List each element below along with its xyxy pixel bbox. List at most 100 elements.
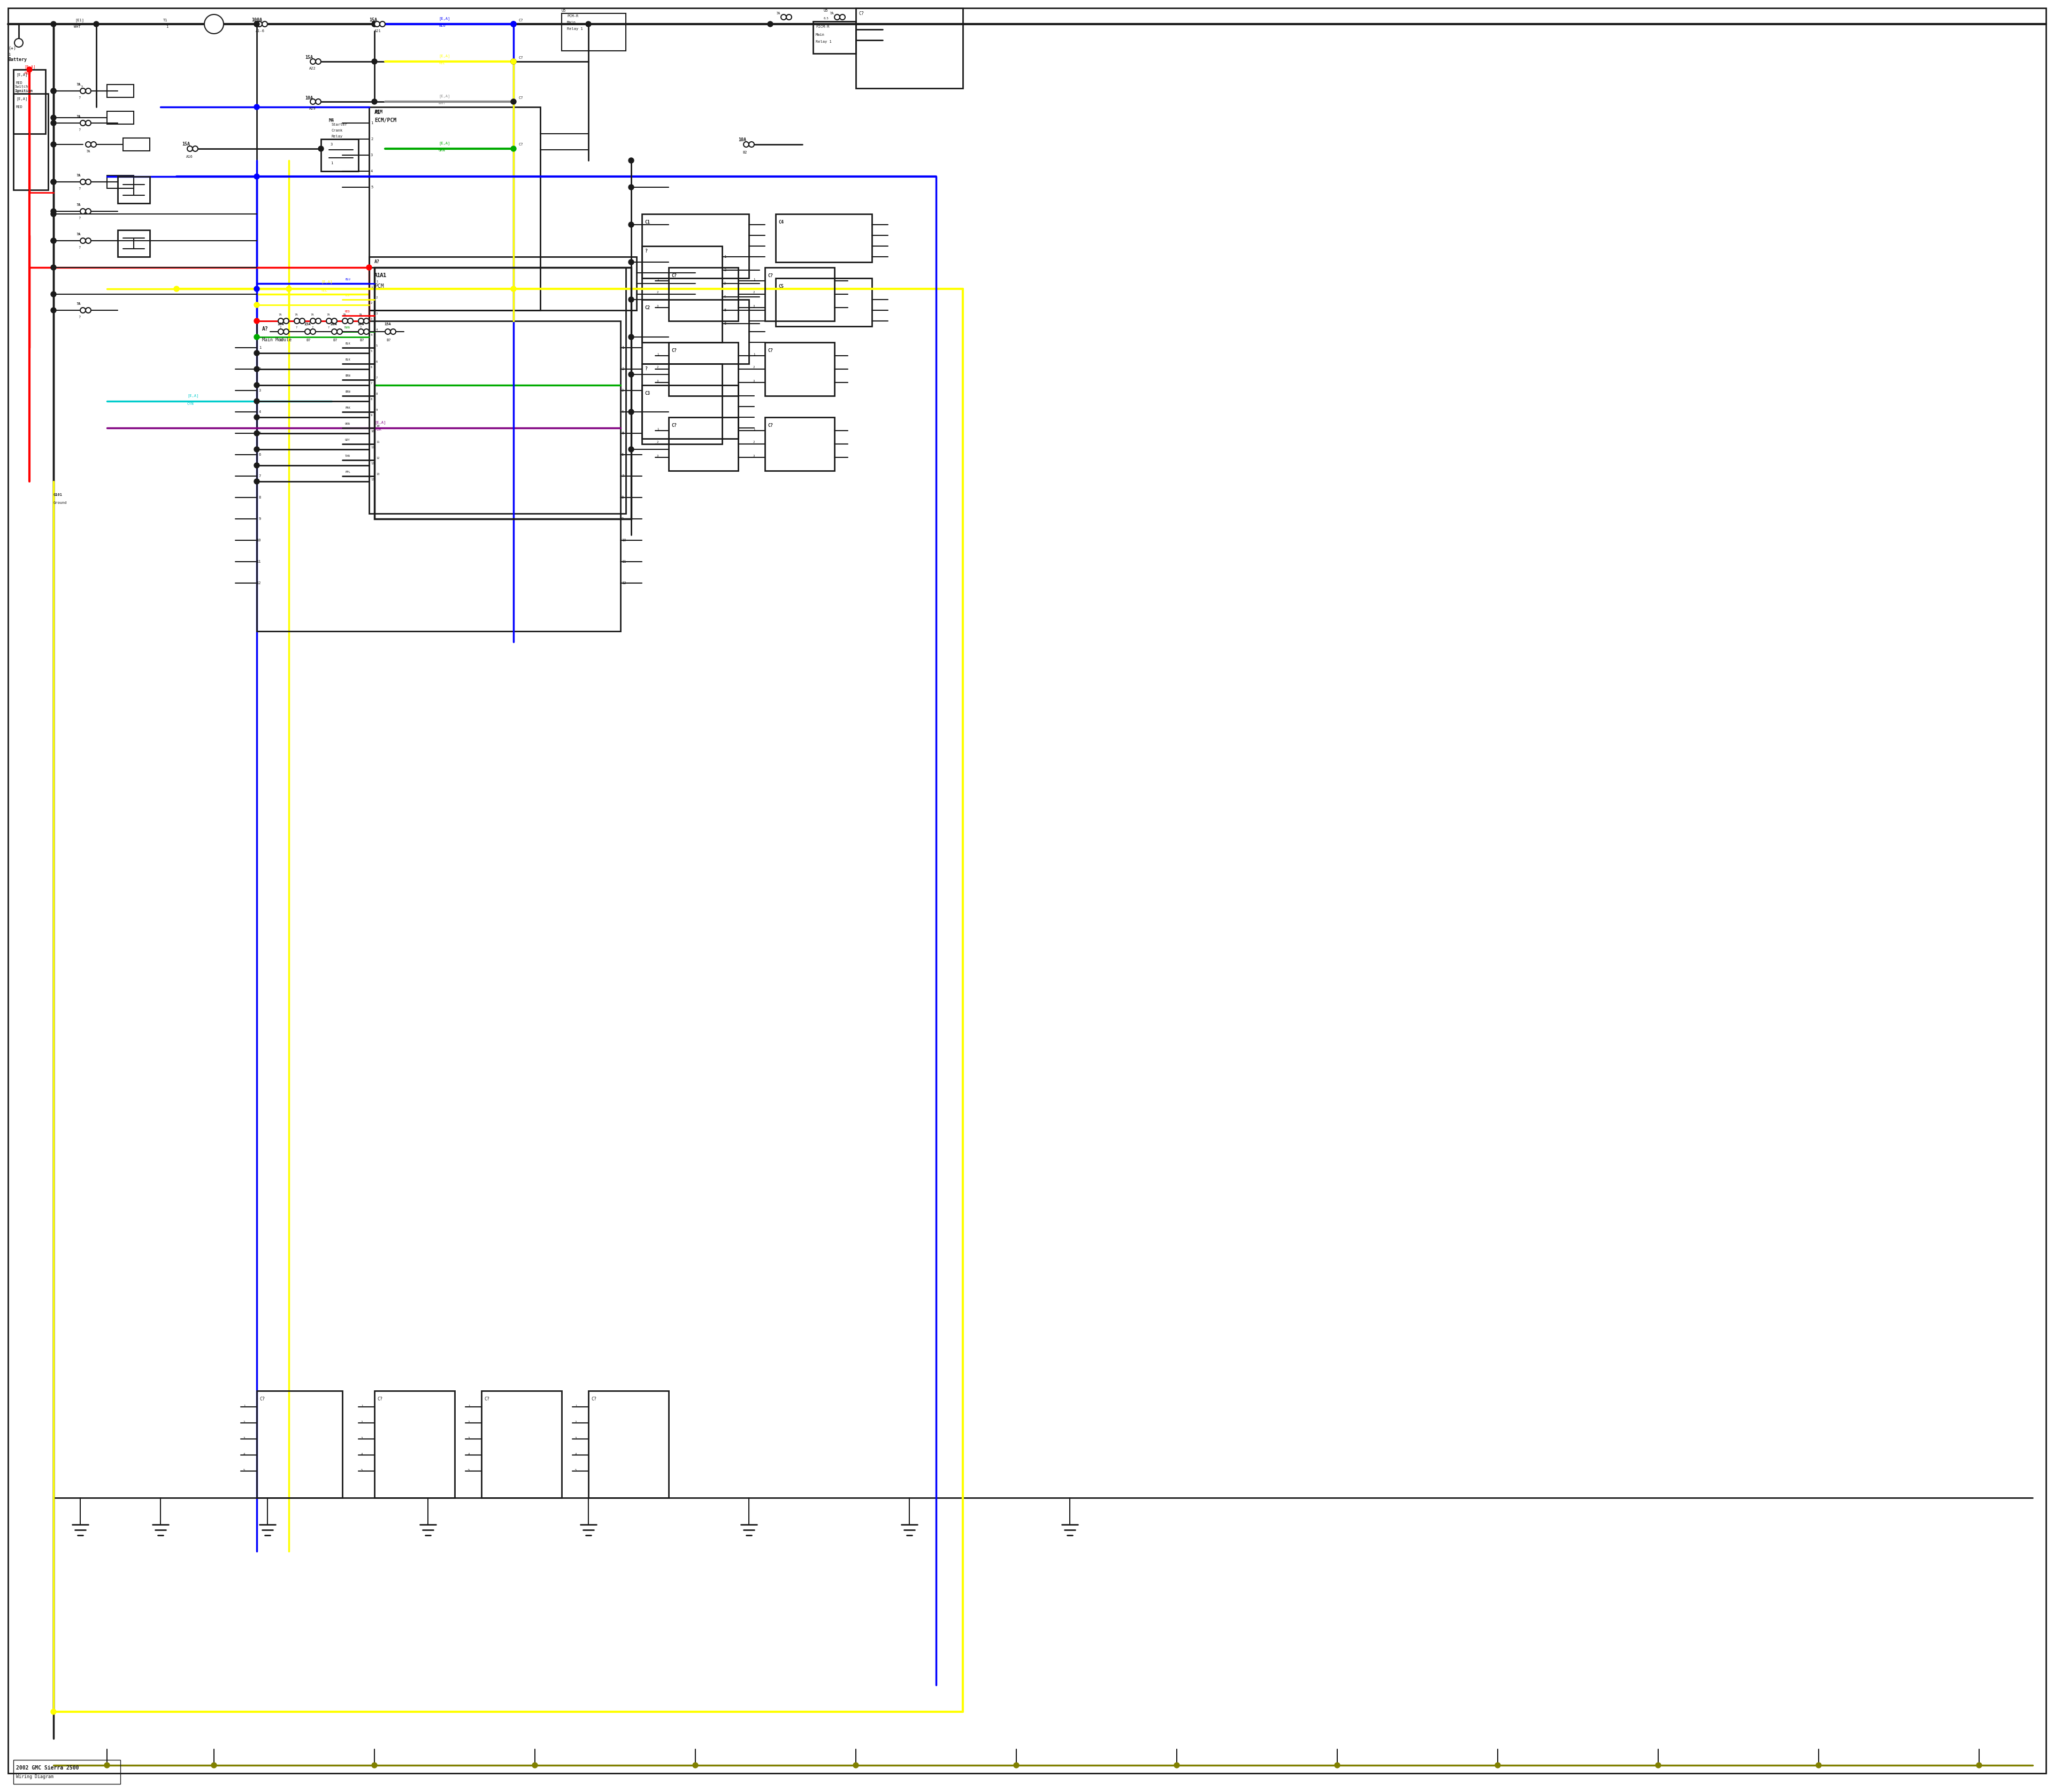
Text: ?A: ?A (76, 202, 80, 206)
Text: 13: 13 (376, 473, 380, 475)
Text: C?: C? (592, 1396, 596, 1401)
Text: PPL: PPL (345, 471, 351, 473)
Text: 3: 3 (331, 143, 333, 145)
Text: C?: C? (672, 272, 676, 278)
Circle shape (255, 462, 259, 468)
Bar (813, 22, 857, 54)
Text: Ground: Ground (53, 502, 68, 504)
Text: 8: 8 (622, 496, 624, 500)
Circle shape (768, 22, 772, 27)
Circle shape (331, 319, 337, 324)
Text: ORN: ORN (345, 423, 351, 425)
Circle shape (263, 22, 267, 27)
Circle shape (86, 238, 90, 244)
Circle shape (316, 319, 320, 324)
Circle shape (511, 287, 516, 292)
Circle shape (255, 319, 259, 324)
Bar (857, 7, 963, 88)
Text: GRN: GRN (440, 149, 446, 152)
Circle shape (318, 145, 325, 151)
Text: 9: 9 (622, 518, 624, 520)
Circle shape (14, 38, 23, 47)
Text: C?: C? (520, 56, 524, 59)
Circle shape (86, 142, 90, 147)
Text: ECM/PCM: ECM/PCM (374, 118, 396, 124)
Text: [E,A]: [E,A] (440, 54, 450, 57)
Circle shape (629, 158, 635, 163)
Text: ?A: ?A (343, 314, 345, 315)
Circle shape (255, 174, 259, 179)
Text: B?: B? (359, 339, 364, 342)
Text: Relay: Relay (331, 134, 343, 138)
Text: 1: 1 (622, 346, 624, 349)
Text: Switch: Switch (14, 84, 29, 88)
Text: ?: ? (78, 246, 80, 249)
Circle shape (212, 1763, 216, 1769)
Text: M4: M4 (329, 118, 335, 124)
Circle shape (1656, 1763, 1662, 1769)
Text: ?A: ?A (294, 314, 298, 315)
Circle shape (255, 414, 259, 419)
Text: U5: U5 (824, 9, 828, 13)
Circle shape (80, 308, 86, 314)
Text: Crank: Crank (331, 129, 343, 133)
Text: [E,A]: [E,A] (374, 421, 386, 425)
Text: ?A: ?A (86, 151, 90, 152)
Text: 11: 11 (376, 441, 380, 443)
Text: 12: 12 (370, 462, 374, 464)
Circle shape (511, 59, 516, 65)
Text: A?: A? (263, 326, 269, 332)
Text: A1: A1 (380, 272, 386, 278)
Bar (14, 93, 47, 190)
Text: GRN: GRN (345, 326, 351, 328)
Text: 5: 5 (723, 308, 725, 312)
Text: WHT: WHT (440, 102, 446, 106)
Text: 12: 12 (376, 457, 380, 459)
Text: ?: ? (78, 97, 80, 100)
Text: [E,A]: [E,A] (16, 73, 27, 77)
Text: [E,A]: [E,A] (320, 280, 333, 283)
Circle shape (86, 179, 90, 185)
Text: 10: 10 (370, 430, 374, 432)
Circle shape (51, 208, 55, 213)
Text: 10A: 10A (277, 323, 283, 326)
Circle shape (1175, 1763, 1179, 1769)
Text: (+): (+) (8, 47, 16, 50)
Circle shape (283, 319, 290, 324)
Circle shape (255, 366, 259, 371)
Circle shape (203, 14, 224, 34)
Circle shape (304, 330, 310, 335)
Text: 10: 10 (622, 539, 626, 541)
Text: 3: 3 (622, 389, 624, 392)
Circle shape (86, 88, 90, 93)
Text: C?: C? (768, 423, 772, 428)
Text: RED: RED (345, 310, 351, 312)
Text: ?: ? (78, 186, 80, 190)
Bar (14, 1760, 121, 1785)
Circle shape (366, 265, 372, 271)
Circle shape (255, 382, 259, 387)
Bar (370, 256, 637, 310)
Text: 3: 3 (723, 281, 725, 285)
Circle shape (300, 319, 304, 324)
Text: Relay 1: Relay 1 (815, 39, 832, 43)
Text: 4: 4 (370, 170, 374, 172)
Text: 10: 10 (376, 425, 380, 426)
Text: ?: ? (645, 249, 647, 254)
Text: 20A: 20A (331, 323, 337, 326)
Text: [E,A]: [E,A] (440, 16, 450, 20)
Circle shape (310, 319, 316, 324)
Text: 0.5: 0.5 (824, 18, 830, 20)
Text: [E,A]: [E,A] (25, 65, 35, 68)
Circle shape (852, 1763, 859, 1769)
Text: BLK: BLK (345, 342, 351, 344)
Text: 2: 2 (622, 367, 624, 371)
Text: 7: 7 (622, 475, 624, 478)
Circle shape (51, 308, 55, 314)
Bar (107, 111, 134, 124)
Circle shape (372, 1763, 378, 1769)
Text: Starter: Starter (331, 124, 347, 125)
Text: [E,A]: [E,A] (187, 394, 199, 398)
Bar (764, 418, 834, 471)
Text: ?A: ?A (277, 314, 281, 315)
